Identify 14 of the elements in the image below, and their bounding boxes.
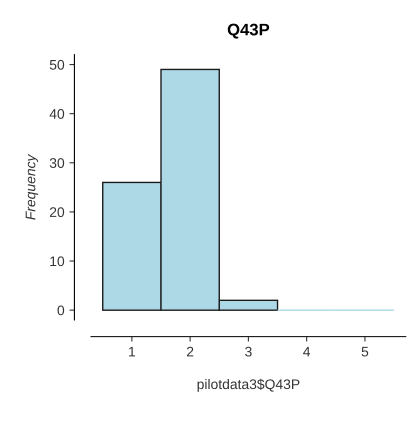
y-axis-title: Frequency <box>26 154 38 220</box>
y-tick-label: 20 <box>50 207 64 218</box>
y-tick-label: 30 <box>50 158 64 168</box>
x-tick-label: 4 <box>303 346 310 356</box>
x-tick-label: 2 <box>186 346 194 356</box>
y-tick-label: 0 <box>58 305 64 316</box>
y-tick-label: 50 <box>50 60 64 70</box>
x-tick-label: 5 <box>362 346 368 357</box>
x-tick-label: 1 <box>129 346 136 356</box>
y-tick-label: 40 <box>50 109 64 119</box>
x-tick-label: 3 <box>245 346 252 357</box>
x-axis-title: pilotdata3$Q43P <box>198 378 300 392</box>
chart-title: Q43P <box>228 24 270 39</box>
y-tick-label: 10 <box>50 256 64 266</box>
